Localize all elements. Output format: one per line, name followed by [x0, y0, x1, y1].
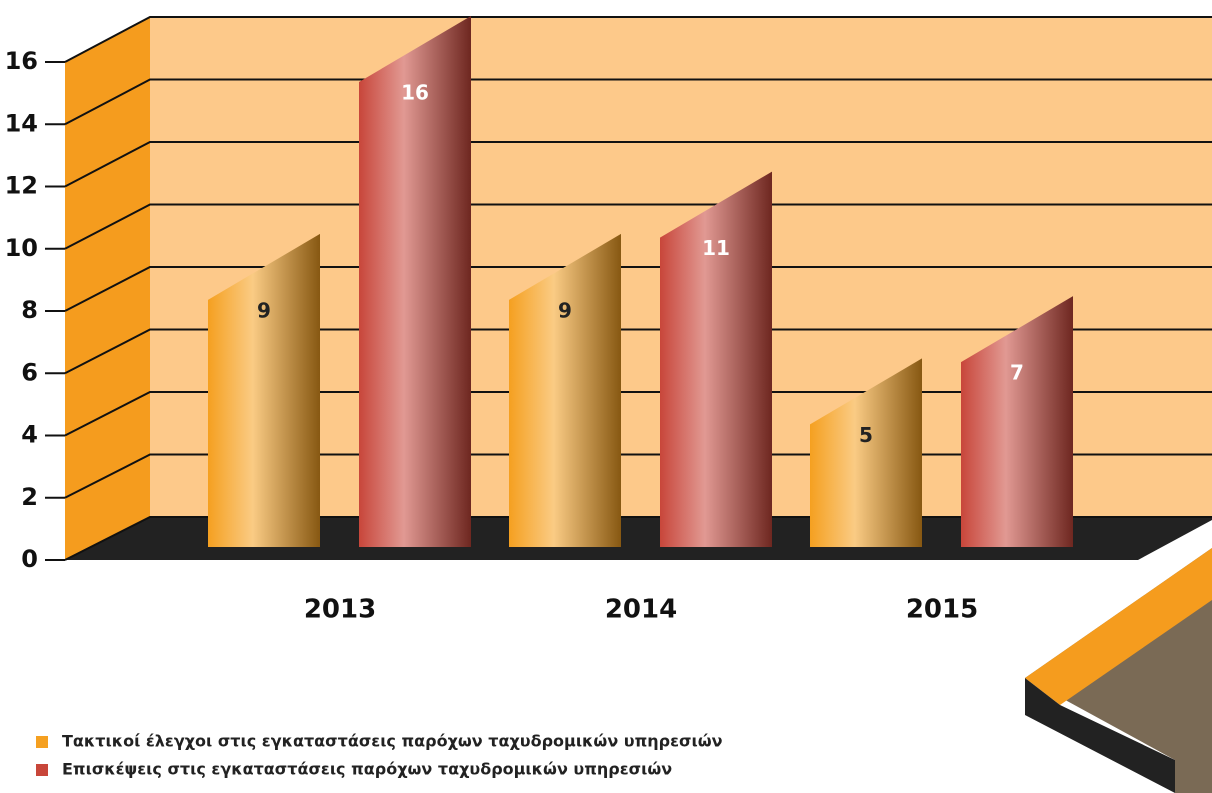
y-tick-label: 10 [5, 234, 38, 262]
legend-swatch [36, 764, 48, 776]
bar [660, 172, 772, 547]
x-tick-label: 2015 [906, 595, 978, 625]
legend-label: Τακτικοί έλεγχοι στις εγκαταστάσεις παρό… [62, 732, 723, 751]
y-tick-label: 12 [5, 172, 38, 200]
y-tick-label: 0 [21, 545, 38, 573]
decoration [1025, 548, 1212, 793]
x-tick-label: 2014 [605, 595, 677, 625]
value-label: 9 [558, 298, 572, 322]
y-tick-label: 6 [21, 358, 38, 386]
legend-label: Επισκέψεις στις εγκαταστάσεις παρόχων τα… [62, 760, 672, 779]
value-label: 16 [401, 81, 429, 105]
value-label: 7 [1010, 361, 1024, 385]
legend-swatch [36, 736, 48, 748]
value-label: 11 [702, 236, 730, 260]
value-label: 9 [257, 298, 271, 322]
x-tick-label: 2013 [304, 595, 376, 625]
y-tick-label: 16 [5, 47, 38, 75]
chart: 0 2 4 6 8 10 12 14 16 2013 9 16 2014 9 11 2015 5 7 Τακτικο… [0, 0, 1212, 793]
y-tick-label: 14 [5, 109, 38, 137]
y-tick-label: 8 [21, 296, 38, 324]
y-tick-label: 2 [21, 483, 38, 511]
value-label: 5 [859, 423, 873, 447]
y-tick-label: 4 [21, 421, 38, 449]
